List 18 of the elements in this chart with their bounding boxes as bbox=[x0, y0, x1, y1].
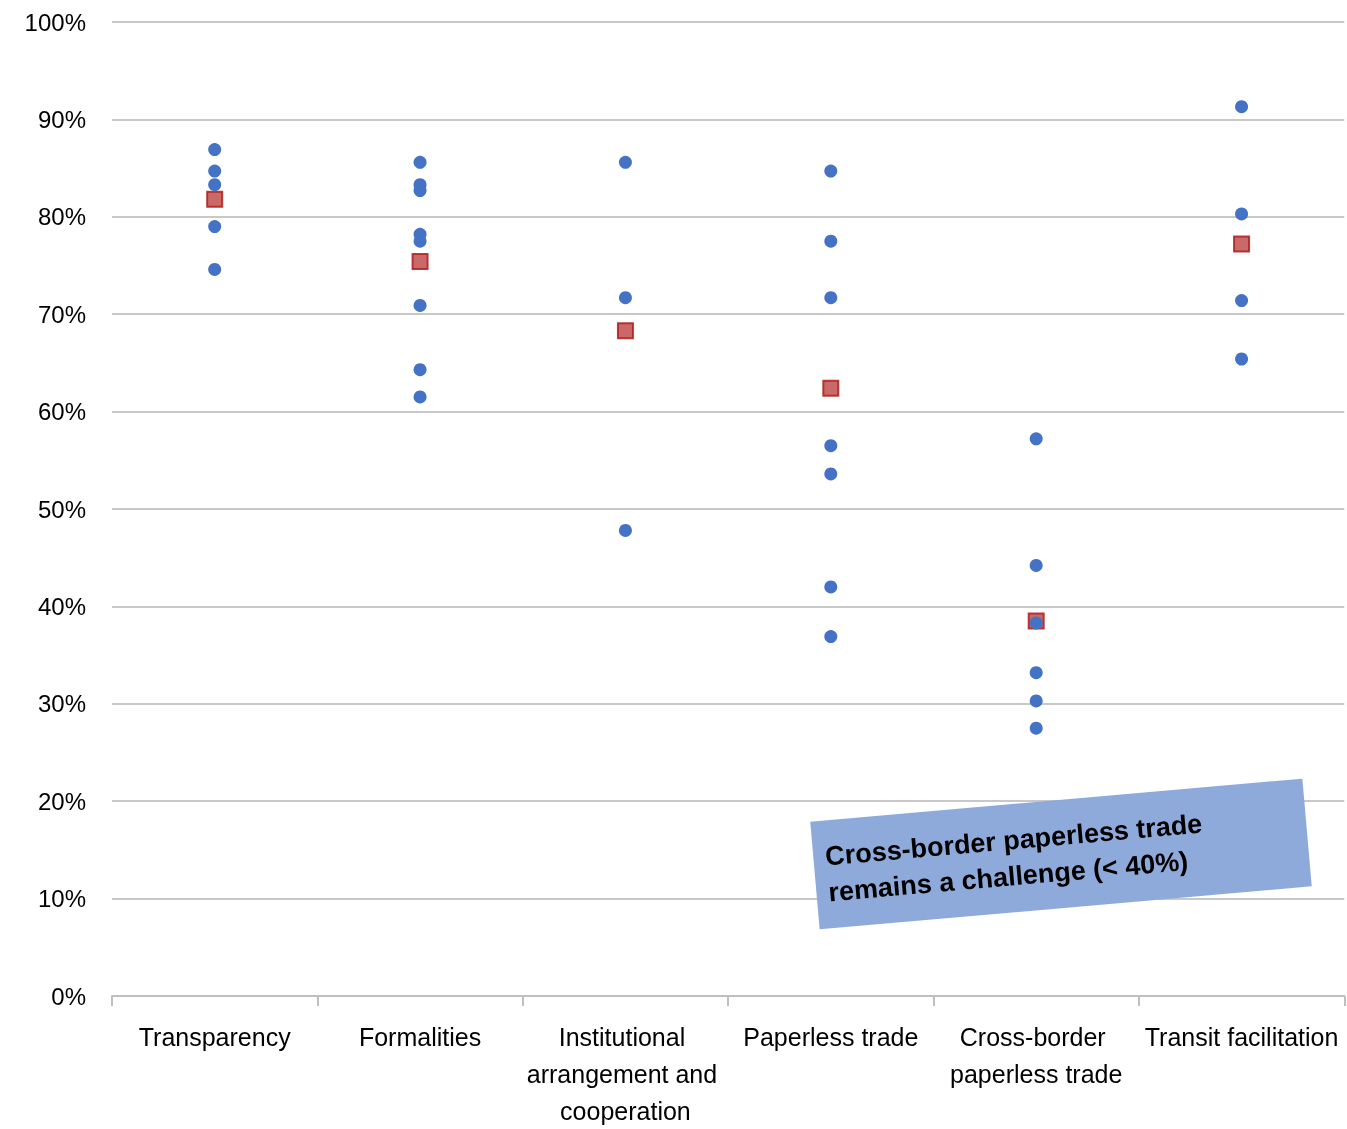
y-tick-label: 90% bbox=[37, 105, 86, 133]
note-box: Cross-border paperless trade remains a challenge (< 40%) bbox=[810, 778, 1312, 930]
y-tick-label: 80% bbox=[37, 203, 86, 231]
y-tick-label: 20% bbox=[37, 787, 86, 815]
y-tick-label: 40% bbox=[37, 592, 86, 620]
x-tick-label: Paperless trade bbox=[743, 1022, 919, 1051]
y-tick-label: 0% bbox=[51, 982, 86, 1010]
y-tick-label: 30% bbox=[37, 690, 86, 718]
x-tick-label: Transit facilitation bbox=[1144, 1022, 1339, 1051]
y-tick-label: 50% bbox=[37, 495, 86, 523]
x-tick-label: Transparency bbox=[138, 1022, 292, 1051]
y-tick-label: 100% bbox=[24, 8, 86, 36]
x-tick-label: Cross-border paperless trade bbox=[950, 1022, 1123, 1088]
y-tick-label: 10% bbox=[37, 885, 86, 913]
x-tick-label: Formalities bbox=[358, 1022, 482, 1051]
x-tick-label: Institutional arrangement and cooperation bbox=[526, 1022, 725, 1125]
y-tick-label: 70% bbox=[37, 300, 86, 328]
y-tick-label: 60% bbox=[37, 398, 86, 426]
